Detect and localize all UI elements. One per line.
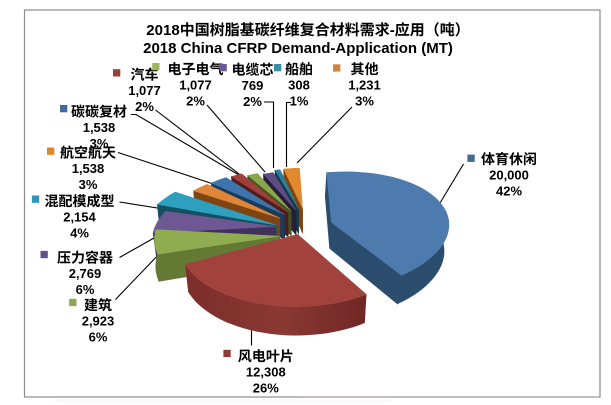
- svg-text:308: 308: [288, 78, 310, 93]
- svg-text:2,154: 2,154: [63, 210, 96, 225]
- svg-text:2018 China CFRP Demand-Applica: 2018 China CFRP Demand-Application (MT): [143, 40, 453, 57]
- svg-text:6%: 6%: [76, 282, 95, 297]
- svg-text:3%: 3%: [79, 177, 98, 192]
- svg-text:12,308: 12,308: [246, 365, 286, 380]
- svg-text:2018: 2018: [146, 22, 179, 39]
- svg-text:1,077: 1,077: [128, 83, 161, 98]
- svg-text:20,000: 20,000: [489, 168, 529, 183]
- svg-text:1,538: 1,538: [72, 161, 105, 176]
- svg-text:2%: 2%: [243, 94, 262, 109]
- svg-text:769: 769: [242, 78, 264, 93]
- svg-text:2,923: 2,923: [82, 314, 115, 329]
- svg-text:42%: 42%: [496, 183, 522, 198]
- svg-text:1%: 1%: [290, 93, 309, 108]
- svg-text:2,769: 2,769: [69, 266, 102, 281]
- svg-text:2%: 2%: [135, 99, 154, 114]
- svg-text:1,077: 1,077: [179, 78, 212, 93]
- svg-text:1,538: 1,538: [83, 120, 116, 135]
- svg-text:26%: 26%: [253, 380, 279, 395]
- svg-text:4%: 4%: [70, 225, 89, 240]
- svg-text:1,231: 1,231: [348, 78, 381, 93]
- svg-text:-: -: [390, 22, 395, 39]
- svg-text:6%: 6%: [89, 329, 108, 344]
- svg-text:2%: 2%: [186, 93, 205, 108]
- svg-text:3%: 3%: [355, 93, 374, 108]
